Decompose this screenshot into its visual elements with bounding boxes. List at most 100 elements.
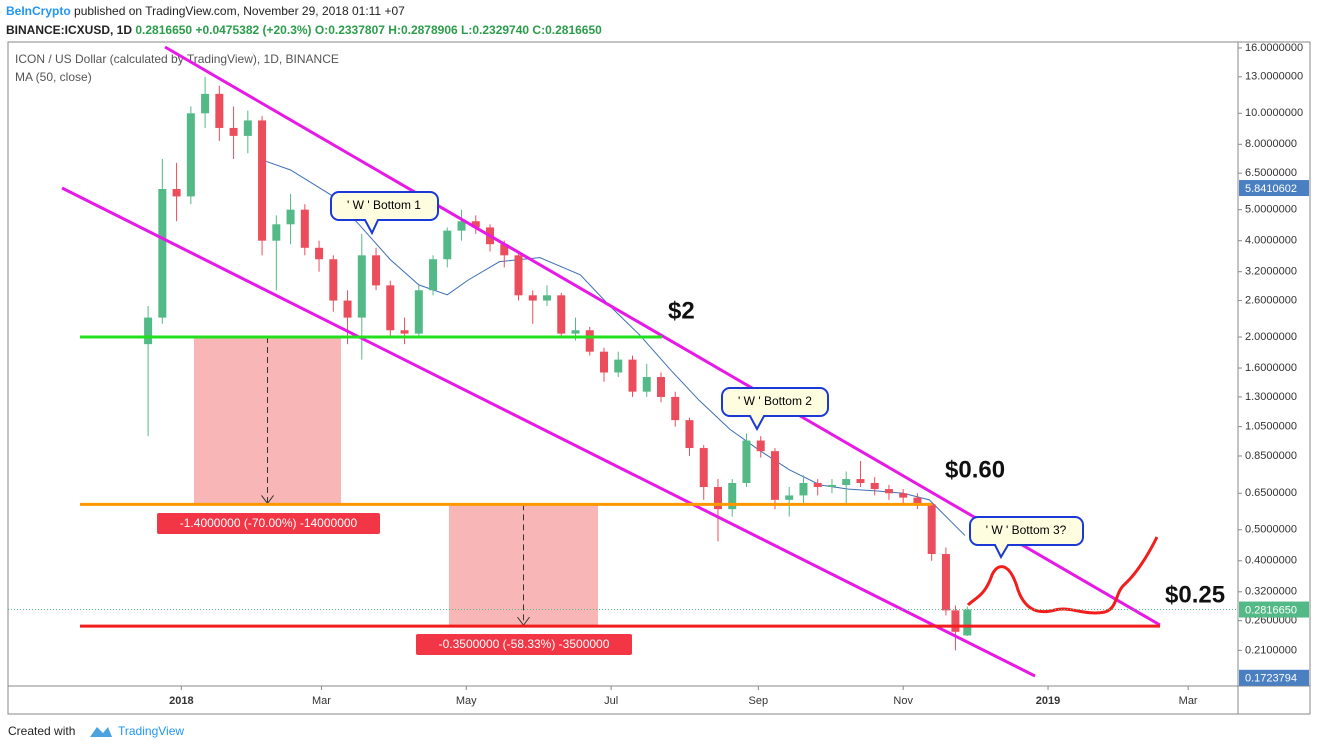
symbol-line: BINANCE:ICXUSD, 1D 0.2816650 +0.0475382 … [6,21,602,40]
candle-body [457,221,466,231]
measure-label-bg [157,513,380,534]
y-tick-label: 6.5000000 [1245,167,1297,179]
candle-body [785,495,794,500]
price-marker [1239,669,1309,686]
candle-body [528,295,537,301]
candle-body [884,489,893,494]
candle-body [243,120,252,136]
candle-body [913,497,922,505]
candle-body [258,120,267,241]
candle-body [671,396,680,421]
publish-line: BeInCrypto published on TradingView.com,… [6,2,602,21]
candle-body [742,440,751,483]
candle-body [899,493,908,498]
y-tick-label: 0.2600000 [1245,615,1297,627]
level-label: $0.25 [1165,581,1225,608]
candle-body [699,448,708,488]
y-tick-label: 13.0000000 [1245,71,1303,83]
candle-body [229,127,238,136]
candle-body [557,295,566,334]
candle-body [628,359,637,392]
published: published on TradingView.com, November 2… [74,4,405,18]
ohlc-close: C:0.2816650 [532,23,602,37]
y-tick-label: 0.8500000 [1245,450,1297,462]
candle-body [272,224,281,241]
level-label: $0.60 [945,456,1005,483]
candle-body [856,479,865,483]
candle-body [429,259,438,291]
level-label: $2 [668,297,695,324]
candle-body [870,482,879,490]
header: BeInCrypto published on TradingView.com,… [6,2,602,40]
x-tick-label: May [456,695,477,707]
candle-body [386,285,395,331]
candle-body [799,482,808,496]
candle-body [543,295,552,301]
x-tick-label: Mar [1179,695,1198,707]
candle-body [827,484,836,488]
brand[interactable]: TradingView [118,724,184,738]
candle-body [571,330,580,334]
candle-body [500,244,509,256]
candle-body [770,451,779,500]
bubble: ' W ' Bottom 3? [969,516,1084,560]
brand-logo [90,727,112,737]
candle-body [656,377,665,397]
candle-body [600,351,609,373]
candle-body [215,93,224,128]
y-tick-label: 10.0000000 [1245,107,1303,119]
x-tick-label: 2019 [1036,695,1060,707]
candle-body [471,221,480,228]
footer-text: Created with [8,724,75,738]
y-tick-label: 16.0000000 [1245,42,1303,54]
candle-body [927,504,936,554]
y-tick-label: 0.5000000 [1245,524,1297,536]
candle-body [300,209,309,248]
x-tick-label: Jul [604,695,618,707]
candle-body [186,113,195,197]
candle-body [642,377,651,392]
candle-body [329,259,338,301]
indicator-label: MA (50, close) [15,70,92,84]
candle-body [963,609,972,636]
annotation: ' W ' Bottom 1 [347,198,421,212]
candle-body [315,247,324,260]
y-tick-label: 0.4000000 [1245,555,1297,567]
candle-body [728,482,737,510]
plot [144,76,972,651]
price-marker-label: 0.2816650 [1245,604,1297,616]
candle-body [372,255,381,286]
x-tick-label: 2018 [169,695,193,707]
ohlc-low: L:0.2329740 [461,23,530,37]
y-tick-label: 0.3200000 [1245,586,1297,598]
candle-body [941,553,950,611]
y-tick-label: 1.3000000 [1245,391,1297,403]
candle-body [343,300,352,318]
candle-body [813,482,822,488]
candle-body [286,209,295,225]
change: +0.0475382 (+20.3%) [195,23,312,37]
ma-line [261,159,966,536]
candle-body [357,255,366,318]
candle-body [201,93,210,114]
annotation: ' W ' Bottom 2 [738,394,812,408]
candle-body [951,610,960,632]
price-marker [1239,180,1309,197]
publisher[interactable]: BeInCrypto [6,4,71,18]
measure-label-bg [416,634,632,655]
chart-title: ICON / US Dollar (calculated by TradingV… [15,52,339,66]
bubble: ' W ' Bottom 2 [721,387,829,432]
candle-body [158,189,167,318]
price-marker-label: 0.1723794 [1245,673,1297,685]
ohlc-open: O:0.2337807 [314,23,385,37]
price-marker-label: 5.8410602 [1245,183,1297,195]
channel-lower [61,186,1036,678]
candle-body [713,487,722,510]
chart-frame [7,41,1311,715]
candle-body [614,359,623,373]
candle-body [144,317,153,345]
candle-body [172,189,181,197]
y-tick-label: 5.0000000 [1245,204,1297,216]
x-tick-label: Nov [893,695,913,707]
